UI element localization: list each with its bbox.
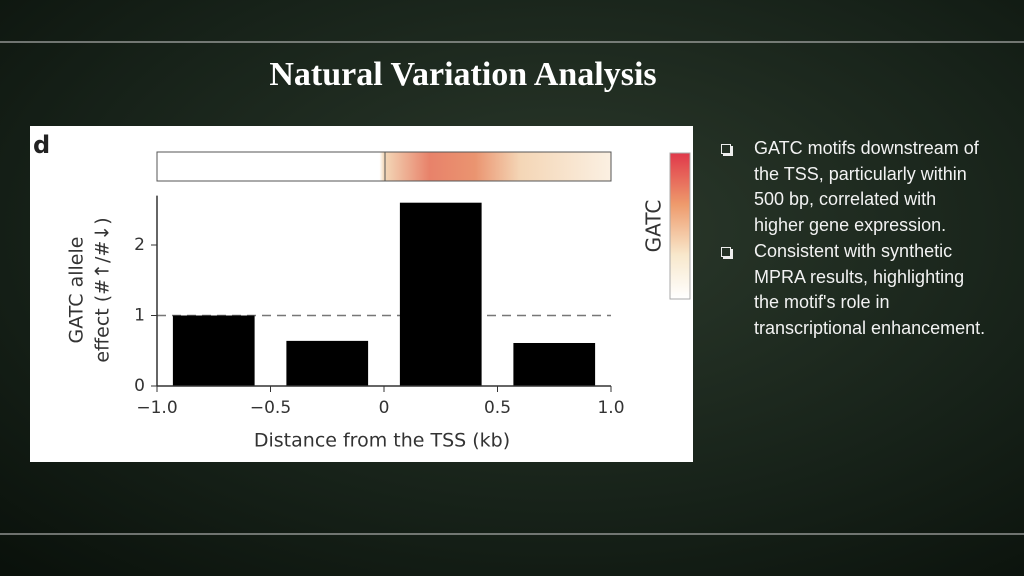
plot: 0 1 2 −1.0 −0.5 0 0.5 1.0 Distance from the TSS … <box>66 195 625 452</box>
x-tick-label: −1.0 <box>136 398 177 418</box>
bar <box>286 340 369 386</box>
bullet-marker <box>721 144 731 154</box>
heat-strip <box>156 151 612 182</box>
bullet: GATC motifs downstream of the TSS, parti… <box>718 136 990 239</box>
y-axis-label: effect (#↑/#↓) <box>92 217 114 362</box>
y-axis-label: GATC allele <box>66 237 88 344</box>
x-tick-label: 0.5 <box>484 398 511 418</box>
bullet-text: Consistent with synthetic MPRA results, … <box>754 240 986 338</box>
bullet-marker <box>721 246 731 257</box>
x-tick-label: −0.5 <box>250 398 291 418</box>
bullet-list: GATC motifs downstream of the TSS, parti… <box>718 136 990 342</box>
colorbar-label: GATC <box>642 200 666 253</box>
y-tick-label: 1 <box>134 306 145 326</box>
bullet: Consistent with synthetic MPRA results, … <box>718 239 990 342</box>
bar <box>399 202 482 386</box>
bar <box>172 315 255 386</box>
colorbar <box>669 152 691 300</box>
x-tick-label: 0 <box>379 398 390 418</box>
slide-title: Natural Variation Analysis <box>269 56 656 93</box>
bullet-text: GATC motifs downstream of the TSS, parti… <box>754 138 979 236</box>
bar <box>513 342 596 386</box>
y-tick-label: 2 <box>134 235 145 255</box>
x-tick-label: 1.0 <box>597 398 624 418</box>
panel-label: d <box>33 131 50 159</box>
figure-panel <box>30 126 693 462</box>
x-axis-label: Distance from the TSS (kb) <box>254 430 510 452</box>
y-tick-label: 0 <box>134 376 145 396</box>
